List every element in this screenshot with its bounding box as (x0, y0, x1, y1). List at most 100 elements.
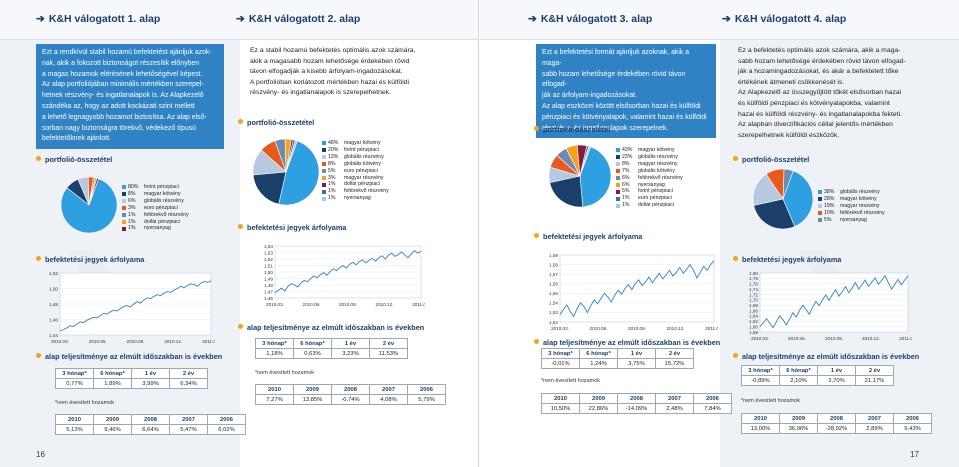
legend-label: globális kötvény (638, 167, 675, 174)
bullet-icon (36, 353, 41, 358)
fund4-description: Ez a befektetés optimális azok számára, … (738, 46, 948, 141)
legend-swatch (616, 182, 620, 187)
table-header: 2008 (131, 414, 170, 425)
x-tick-label: 2010.09. (825, 336, 843, 341)
legend-item: 8% magyar részvény (616, 161, 683, 168)
arrow-right-icon: ➔ (722, 13, 731, 25)
fund3-price-chart: 1,59 1,58 1,57 1,56 1,55 1,54 1,53 1,522010.03.… (549, 253, 718, 331)
table-cell: 22,86% (579, 403, 618, 414)
fund3-perf-title: alap teljesítménye az elmúlt időszakban … (534, 338, 720, 347)
fund4-portfolio-title: portfolió-összetétel (733, 155, 809, 164)
fund3-portfolio-legend: 43% magyar kötvény 23% globális részvény 8% m… (616, 147, 683, 209)
legend-swatch (322, 141, 326, 146)
table-header: 2007 (655, 393, 694, 404)
y-tick-label: 1,58 (549, 262, 558, 267)
description-line: Az alapban diverzifikációs céllal jelent… (738, 121, 893, 129)
x-tick-label: 2010.06. (303, 302, 321, 307)
legend-percent: 38% (824, 189, 835, 195)
fund1-description: Ezt a rendkívül stabil hozamú befektetés… (36, 44, 224, 150)
legend-swatch (122, 185, 126, 190)
price-line (274, 249, 422, 294)
legend-label: forint pénzpiaci (638, 188, 673, 195)
legend-swatch (322, 196, 326, 201)
table-cell: 3,99% (131, 378, 170, 389)
y-tick-label: 1,52 (264, 257, 273, 262)
legend-item: 5% nyersanyag (818, 217, 885, 224)
y-tick-label: 1,49 (264, 276, 273, 281)
fund1-portfolio-legend: 80% forint pénzpiaci 8% magyar kötvény 6% glo… (122, 184, 189, 232)
x-tick-label: 2010.03. (51, 339, 69, 344)
pie-slice (753, 198, 796, 230)
x-tick-label: 2010.06. (89, 339, 107, 344)
legend-percent: 1% (128, 211, 136, 218)
bullet-icon (36, 256, 41, 261)
bullet-icon (36, 156, 41, 161)
table-cell: 2,10% (779, 375, 818, 386)
table-cell: 1,24% (579, 358, 618, 369)
y-tick-label: 1,64 (749, 314, 758, 319)
y-tick-label: 1,46 (264, 296, 273, 301)
legend-percent: 3% (128, 204, 136, 211)
pie-slice (549, 175, 584, 208)
table-header: 3 hónap* (541, 348, 580, 359)
x-tick-label: 2010.12. (667, 326, 685, 331)
fund1-units-title: befektetési jegyek árfolyama (36, 255, 144, 264)
fund2-title: ➔ K&H válogatott 2. alap (236, 13, 361, 25)
legend-percent: 1% (328, 188, 336, 195)
y-tick-label: 1,50 (264, 270, 273, 275)
legend-percent: 1% (328, 181, 336, 188)
legend-label: euro pénzpiaci (344, 167, 378, 174)
table-header-row: 2010 2009 2008 2007 2006 (55, 414, 246, 425)
page-number-left: 16 (36, 450, 45, 459)
bullet-icon (238, 119, 243, 124)
legend-swatch (322, 182, 326, 187)
table-header: 2008 (617, 393, 656, 404)
legend-item: 48% magyar kötvény (322, 140, 389, 147)
legend-label: magyar részvény (638, 160, 678, 167)
bullet-icon (534, 233, 539, 238)
table-header: 2010 (255, 384, 294, 395)
legend-swatch (818, 197, 822, 202)
y-tick-label: 1,54 (549, 301, 558, 306)
bullet-icon (238, 324, 243, 329)
fund4-units-title: befektetési jegyek árfolyama (733, 255, 841, 264)
table-header: 3 hónap* (55, 368, 94, 379)
table-row: 13,00% 36,06% -28,92% 2,89% 9,43% (741, 423, 932, 434)
table-header: 2006 (407, 384, 446, 395)
fund2-yearly-perf-table: 2010 2009 2008 2007 2006 7,27% 13,85% -0,74% 4,0… (255, 384, 446, 405)
description-line: Ez a stabil hozamú befektetés optimális … (250, 47, 416, 54)
fund2-portfolio-pie (252, 138, 320, 206)
table-cell: 11,53% (369, 348, 408, 359)
legend-label: globális részvény (840, 189, 880, 195)
legend-percent: 43% (622, 147, 633, 153)
legend-item: 7% globális kötvény (616, 168, 683, 175)
legend-swatch (818, 190, 822, 195)
description-line: befektetőknek ajánlott. (42, 135, 111, 143)
y-tick-label: 1,46 (49, 317, 58, 322)
table-header: 2 év (655, 348, 694, 359)
arrow-right-icon: ➔ (36, 13, 45, 25)
x-tick-label: 2011.03. (412, 302, 425, 307)
legend-label: globális kötvény (344, 160, 381, 167)
y-tick-label: 1,48 (264, 283, 273, 288)
legend-swatch (122, 219, 126, 224)
pie-slice (278, 140, 320, 206)
table-header: 6 hónap* (293, 338, 332, 349)
legend-percent: 13% (328, 153, 339, 160)
table-cell: 5,13% (55, 424, 94, 435)
legend-label: nyersanyag (638, 181, 665, 188)
legend-item: 6% feltörekvő részvény (616, 175, 683, 182)
legend-percent: 48% (328, 140, 339, 146)
table-cell: 7,27% (255, 394, 294, 405)
description-line: A portfolióban korlátozott mértékben haz… (250, 78, 410, 86)
x-tick-label: 2010.09. (339, 302, 357, 307)
legend-swatch (818, 218, 822, 223)
x-tick-label: 2010.12. (376, 302, 394, 307)
legend-label: dollár pénzpiaci (144, 218, 181, 225)
fund3-description: Ezt a befektetési formát ajánljuk azokna… (536, 44, 716, 139)
pie-slice (782, 170, 814, 227)
legend-swatch (322, 155, 326, 160)
y-tick-label: 1,44 (49, 333, 58, 338)
bullet-icon (534, 126, 539, 131)
legend-percent: 20% (328, 146, 339, 153)
